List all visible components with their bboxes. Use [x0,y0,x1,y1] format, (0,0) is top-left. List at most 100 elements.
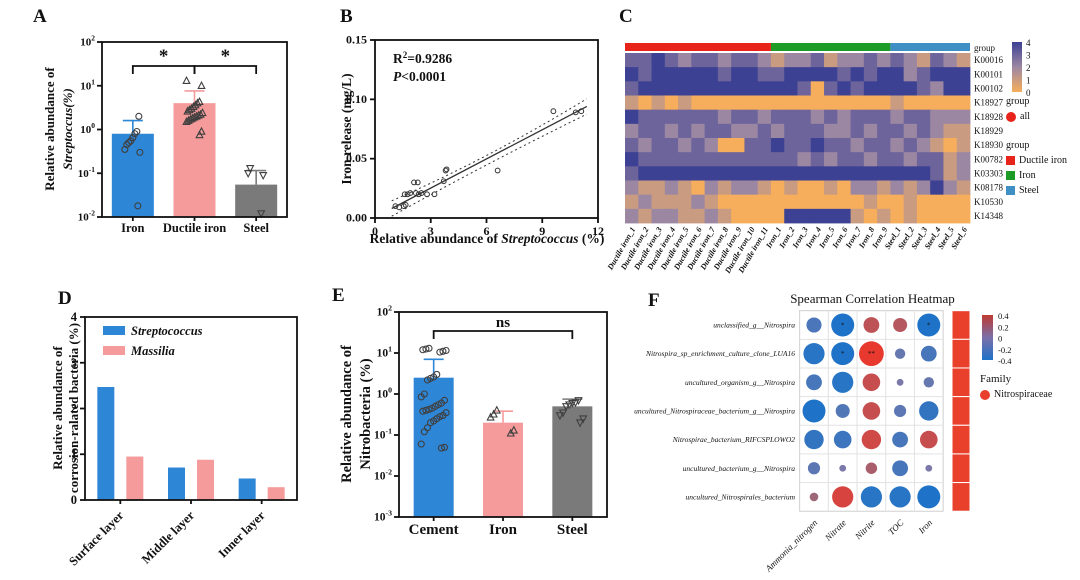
panel-f-label: F [648,290,660,311]
svg-text:uncultured_Nitrospiraceae_bact: uncultured_Nitrospiraceae_bacterium_g__N… [634,406,795,415]
svg-text:K03303: K03303 [974,168,1003,178]
svg-text:Surface layer: Surface layer [66,508,127,569]
svg-text:uncultured_bacterium_g__Nitros: uncultured_bacterium_g__Nitrospira [683,464,796,473]
corr-bubble [861,429,882,450]
svg-text:Iron: Iron [916,517,935,536]
svg-text:12: 12 [592,224,604,238]
svg-text:Relative abundance of: Relative abundance of [339,345,355,483]
panel-a-chart: Iron Ductile iron Steel 102 101 100 10-1 10-2 * *… [42,34,288,235]
corr-bubble [803,343,825,365]
corr-bubble [894,404,907,418]
bar-ductile-iron [173,103,216,217]
bar-iron [111,133,154,217]
svg-text:uncultured_Nitrospirales_bacte: uncultured_Nitrospirales_bacterium [686,492,796,501]
svg-text:K00101: K00101 [974,69,1003,79]
svg-text:Massilia: Massilia [130,344,175,358]
bar-inner-layer-0 [238,478,256,500]
svg-text:102: 102 [377,304,393,319]
corr-bubble [893,318,908,332]
svg-text:Inner layer: Inner layer [216,508,269,561]
panel-e-chart: Cement Iron Steel 102 101 100 10-1 10-2 10-3 ns Re… [339,304,608,538]
svg-text:102: 102 [80,34,95,49]
corr-bubble [833,430,852,449]
corr-bubble [919,401,939,421]
c-legend-steel-label: Steel [1019,185,1039,196]
svg-text:Steel: Steel [243,221,269,235]
panel-b-chart: 0 3 6 9 12 0.00 0.05 0.10 0.15 R2=0.9286 P<0.0001 R… [339,33,604,247]
corr-bubble [832,371,854,393]
svg-text:K18927: K18927 [974,98,1003,108]
bar-surface-layer-0 [97,386,115,500]
corr-bubble [809,492,819,502]
svg-text:3: 3 [1026,51,1031,61]
c-legend-all-item: all [1006,109,1030,124]
svg-text:0.4: 0.4 [998,311,1009,321]
corr-bubble [923,377,934,388]
svg-text:4: 4 [1026,38,1031,48]
panel-e-label: E [332,285,345,306]
svg-text:Middle layer: Middle layer [139,508,198,567]
svg-text:Relative abundance of: Relative abundance of [50,346,65,470]
points-cement [417,344,450,452]
panel-d-chart: 0 1 2 3 4 Surface layer Middle layer Inner laye… [50,310,298,569]
svg-text:101: 101 [377,345,393,360]
svg-text:1: 1 [71,447,77,461]
bar-middle-layer-0 [168,467,185,500]
svg-text:100: 100 [377,386,393,401]
svg-text:K00102: K00102 [974,83,1003,93]
svg-text:*: * [841,350,845,358]
panel-f-chart: * *unclassified_g__Nitrospira* **Nitrospir… [634,310,1012,574]
svg-text:10-3: 10-3 [374,509,392,524]
bar-steel [235,184,278,217]
svg-text:2: 2 [71,402,77,416]
svg-text:Nitrobacteria (%): Nitrobacteria (%) [358,358,374,469]
svg-text:Nitrate: Nitrate [822,518,848,544]
c-legend-steel-item: Steel [1006,183,1067,198]
corr-bubble [862,402,881,420]
svg-text:0: 0 [372,224,378,238]
points-steel [243,165,268,219]
svg-text:K08178: K08178 [974,183,1003,193]
corr-bubble [839,464,847,472]
corr-bubble [831,313,855,337]
svg-text:0.00: 0.00 [346,211,367,225]
svg-text:group: group [974,43,995,53]
points-ductile-iron [182,75,207,139]
svg-text:Iron: Iron [121,221,144,235]
svg-text:K14348: K14348 [974,211,1003,221]
iron-swatch-icon [1006,171,1015,180]
corr-bubble [832,486,854,508]
all-swatch-icon [1006,111,1016,122]
svg-text:10-2: 10-2 [78,209,95,224]
svg-text:0.15: 0.15 [346,33,367,47]
svg-text:4: 4 [71,310,78,324]
svg-text:0.10: 0.10 [346,92,367,106]
panel-c-label: C [619,6,633,27]
svg-text:K18930: K18930 [974,140,1003,150]
svg-text:K00782: K00782 [974,154,1003,164]
corr-bubble [896,378,904,386]
c-legend-iron-item: Iron [1006,168,1067,183]
svg-text:Streptoccus(%): Streptoccus(%) [60,88,75,170]
c-legend-iron-label: Iron [1019,170,1036,181]
svg-text:Streptococcus: Streptococcus [131,324,203,338]
svg-text:P<0.0001: P<0.0001 [393,69,446,84]
svg-text:R2=0.9286: R2=0.9286 [393,50,452,66]
svg-text:Iron: Iron [489,522,518,538]
corr-bubble [802,399,826,423]
svg-text:0: 0 [71,493,77,507]
f-family-label: Nitrospiraceae [994,389,1053,400]
corr-bubble [863,317,880,333]
corr-bubble [889,486,911,508]
points-steel [555,397,588,428]
corr-bubble [917,485,941,509]
svg-text:K18929: K18929 [974,126,1003,136]
svg-text:2: 2 [1026,63,1031,73]
svg-text:corrosion-ralated bacteria (%): corrosion-ralated bacteria (%) [66,323,81,493]
corr-bubble [892,460,908,477]
steel-swatch-icon [1006,186,1015,195]
svg-text:Steel: Steel [557,522,588,538]
svg-text:K18928: K18928 [974,112,1003,122]
corr-bubble [892,431,908,448]
